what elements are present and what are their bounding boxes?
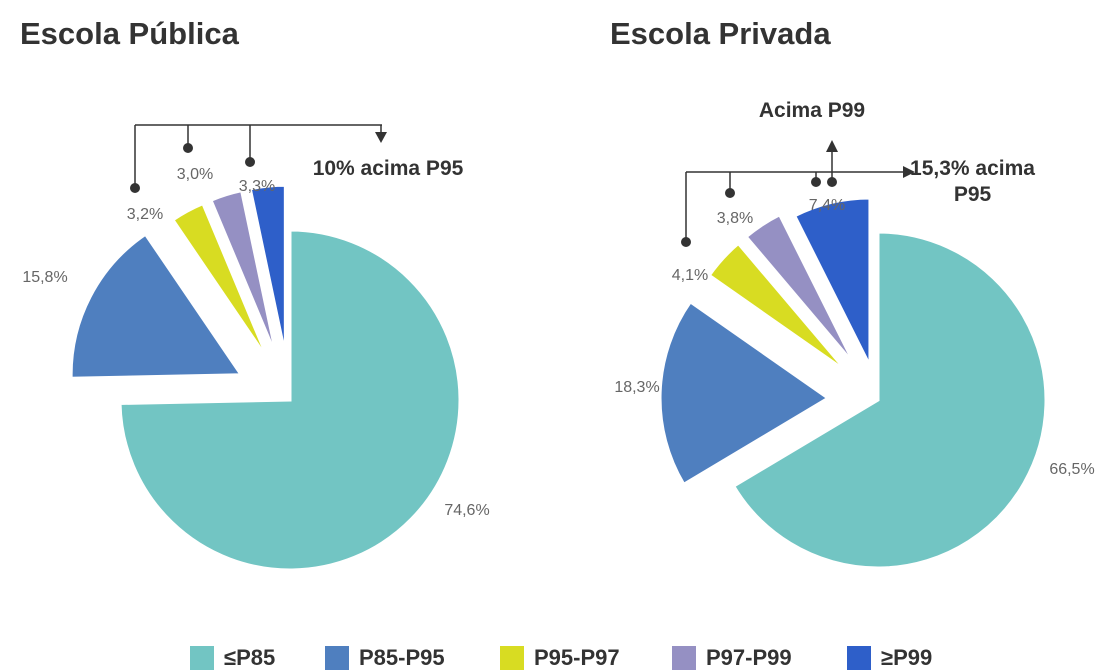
legend-label: ≤P85	[224, 645, 275, 670]
legend-label: P95-P97	[534, 645, 620, 670]
chart-title: Escola Privada	[610, 16, 831, 51]
legend-label: P85-P95	[359, 645, 445, 670]
pie-slice	[248, 183, 287, 356]
annotation: Acima P99	[758, 99, 866, 122]
annotation: 15,3% acima P95	[910, 157, 1035, 206]
value-label: 7,4%	[809, 197, 845, 214]
bracket	[681, 140, 915, 247]
legend-label: ≥P99	[881, 645, 932, 670]
value-label: 4,1%	[672, 267, 708, 284]
value-label: 66,5%	[1049, 461, 1094, 478]
value-label: 3,0%	[177, 166, 213, 183]
legend-swatch	[500, 646, 524, 670]
pie-slice	[170, 201, 270, 362]
annotation: 10% acima P95	[312, 157, 464, 180]
value-label: 74,6%	[444, 502, 489, 519]
value-label: 18,3%	[614, 379, 659, 396]
legend-swatch	[325, 646, 349, 670]
value-label: 3,8%	[717, 210, 753, 227]
legend-swatch	[847, 646, 871, 670]
pie-slice	[707, 241, 849, 373]
pie-slice	[118, 228, 462, 572]
pie-slice	[744, 212, 857, 366]
value-label: 3,3%	[239, 178, 275, 195]
pie-slice	[792, 196, 872, 367]
pie-slice	[658, 299, 831, 487]
pie-slice	[731, 230, 1048, 570]
legend-label: P97-P99	[706, 645, 792, 670]
value-label: 15,8%	[22, 269, 67, 286]
legend-swatch	[672, 646, 696, 670]
legend-swatch	[190, 646, 214, 670]
pie-slice	[69, 232, 244, 380]
bracket	[130, 124, 387, 193]
chart-title: Escola Pública	[20, 16, 240, 51]
pie-slice	[209, 188, 279, 358]
value-label: 3,2%	[127, 206, 163, 223]
